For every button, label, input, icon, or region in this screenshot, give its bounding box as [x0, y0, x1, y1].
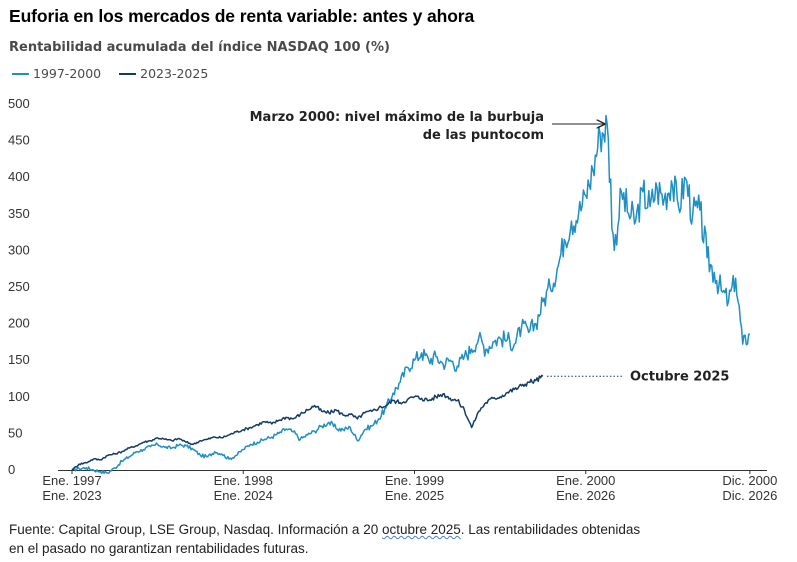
annotation-peak-line1: Marzo 2000: nivel máximo de la burbuja: [250, 110, 544, 125]
source-note-line1-end: . Las rentabilidades obtenidas: [460, 522, 641, 537]
annotation-october-label: Octubre 2025: [630, 369, 729, 384]
y-tick-label: 450: [8, 133, 30, 148]
legend-swatch-1997-2000: [12, 72, 29, 75]
series-line-2023-2025: [71, 374, 544, 471]
x-tick-label-top: Ene. 1999: [385, 473, 444, 488]
y-tick-label: 150: [8, 352, 30, 367]
x-tick-label-bottom: Ene. 2025: [385, 488, 444, 503]
chart-title: Euforia en los mercados de renta variabl…: [9, 6, 475, 26]
annotation-peak-line2: de las puntocom: [423, 128, 544, 143]
x-tick-label-bottom: Ene. 2023: [42, 488, 101, 503]
chart-legend: 1997-2000 2023-2025: [12, 66, 208, 81]
chart-subtitle: Rentabilidad acumulada del índice NASDAQ…: [9, 40, 390, 55]
y-tick-label: 400: [8, 169, 30, 184]
y-tick-label: 200: [8, 316, 30, 331]
y-tick-label: 100: [8, 389, 30, 404]
legend-swatch-2023-2025: [119, 72, 137, 75]
y-tick-label: 0: [8, 462, 15, 477]
x-tick-label-bottom: Dic. 2026: [722, 488, 777, 503]
y-tick-label: 350: [8, 206, 30, 221]
x-tick-label-top: Dic. 2000: [722, 473, 777, 488]
source-note-line2: en el pasado no garantizan rentabilidade…: [9, 541, 309, 556]
source-note-date: octubre 2025: [381, 522, 461, 537]
legend-item-2023-2025: 2023-2025: [119, 66, 208, 81]
y-tick-label: 500: [8, 96, 30, 111]
source-note: Fuente: Capital Group, LSE Group, Nasdaq…: [9, 520, 779, 558]
legend-label-1997-2000: 1997-2000: [33, 66, 102, 81]
x-tick-label-top: Ene. 2000: [556, 473, 615, 488]
x-tick-label-top: Ene. 1997: [42, 473, 101, 488]
x-tick-label-top: Ene. 1998: [214, 473, 273, 488]
source-note-line1-start: Fuente: Capital Group, LSE Group, Nasdaq…: [9, 522, 382, 537]
x-tick-label-bottom: Ene. 2024: [214, 488, 273, 503]
y-tick-label: 50: [8, 425, 22, 440]
y-tick-label: 300: [8, 242, 30, 257]
x-tick-label-bottom: Ene. 2026: [556, 488, 615, 503]
legend-label-2023-2025: 2023-2025: [140, 66, 209, 81]
series-line-1997-2000: [71, 114, 751, 475]
legend-item-1997-2000: 1997-2000: [12, 66, 101, 81]
y-tick-label: 250: [8, 279, 30, 294]
